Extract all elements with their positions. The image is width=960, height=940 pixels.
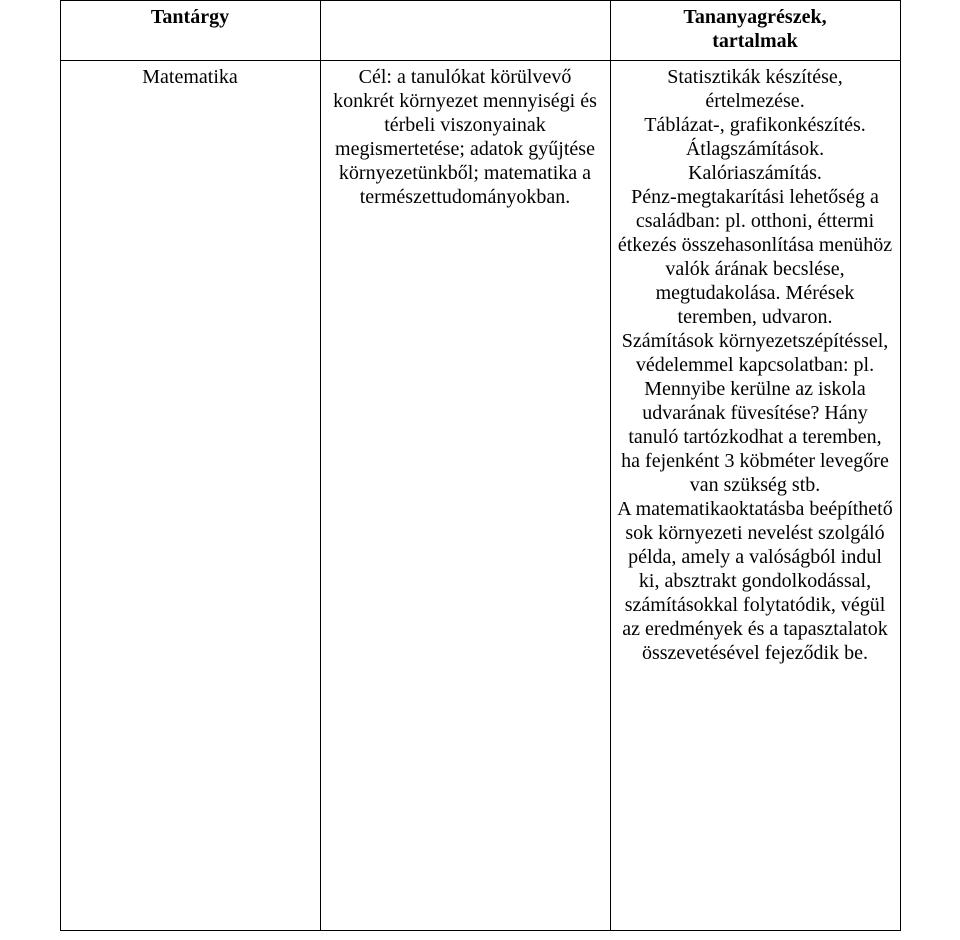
header-row: Tantárgy Tananyagrészek,tartalmak (60, 1, 900, 61)
content-text: Statisztikák készítése, értelmezése.Tábl… (617, 65, 894, 665)
header-content: Tananyagrészek,tartalmak (610, 1, 900, 61)
cell-goal: Cél: a tanulókat körülvevő konkrét körny… (320, 61, 610, 931)
cell-subject-name: Matematika (60, 61, 320, 931)
cell-content: Statisztikák készítése, értelmezése.Tábl… (610, 61, 900, 931)
data-row: Matematika Cél: a tanulókat körülvevő ko… (60, 61, 900, 931)
page: Tantárgy Tananyagrészek,tartalmak Matema… (0, 0, 960, 940)
curriculum-table: Tantárgy Tananyagrészek,tartalmak Matema… (60, 0, 901, 931)
header-subject: Tantárgy (60, 1, 320, 61)
header-goal-empty (320, 1, 610, 61)
